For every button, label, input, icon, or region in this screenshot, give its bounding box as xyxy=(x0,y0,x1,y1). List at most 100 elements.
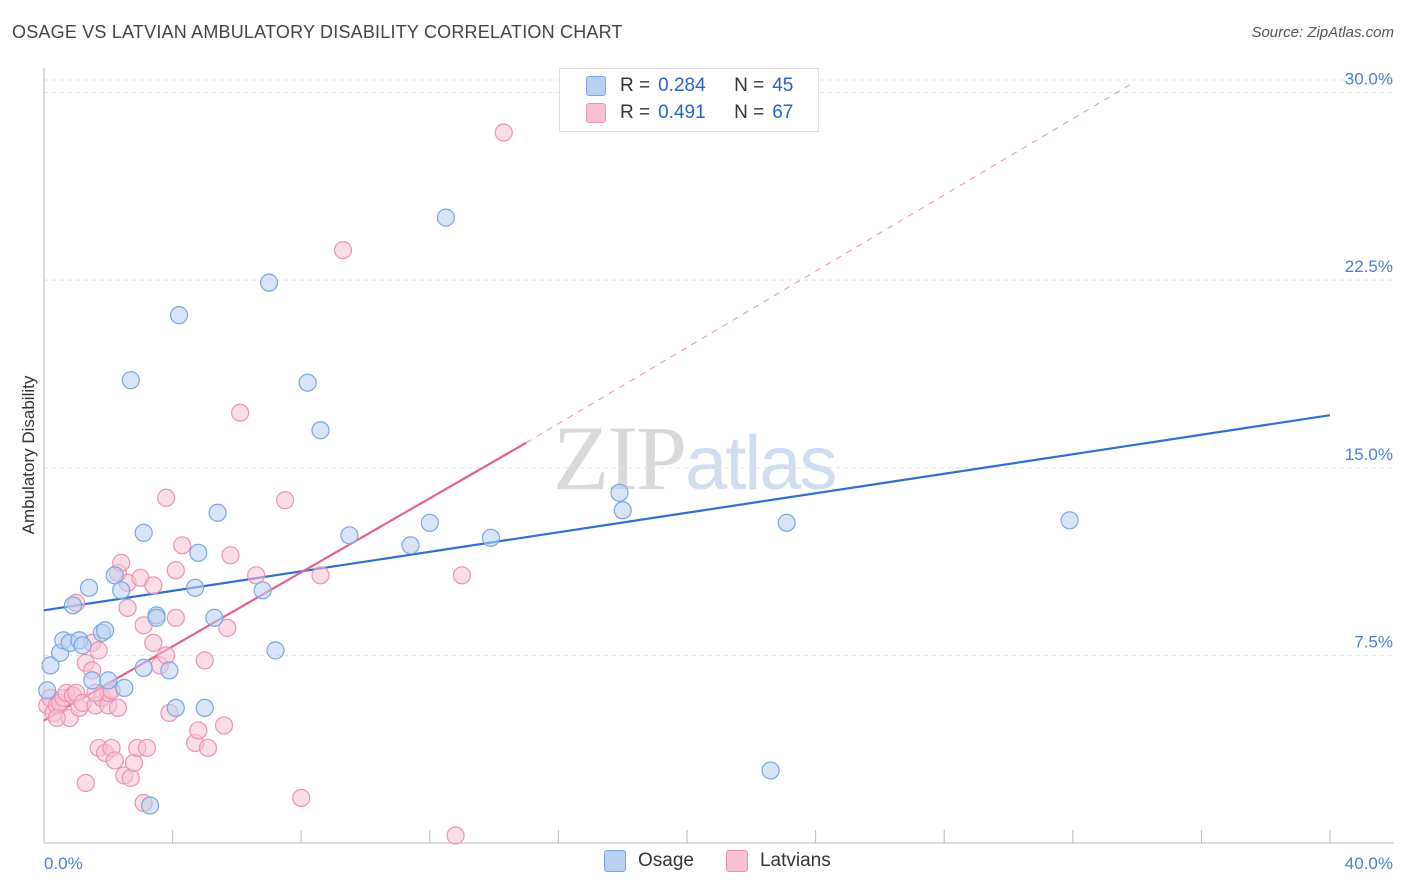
latvian-point xyxy=(166,561,185,580)
latvian-point xyxy=(276,491,295,510)
osage-point xyxy=(160,661,179,680)
latvian-point xyxy=(144,633,163,652)
latvian-point xyxy=(446,826,465,845)
latvian-point xyxy=(108,698,128,718)
latvian-trendline-extension xyxy=(525,82,1135,444)
osage-point xyxy=(253,581,272,600)
osage-point xyxy=(481,528,500,547)
osage-swatch xyxy=(586,76,606,96)
osage-point xyxy=(205,608,224,627)
osage-point xyxy=(41,656,60,675)
y-tick-label: 15.0% xyxy=(1345,445,1393,464)
x-tick-label: 0.0% xyxy=(44,854,83,873)
latvian-point xyxy=(118,598,137,617)
osage-point xyxy=(73,636,92,655)
osage-point xyxy=(777,513,796,532)
osage-point xyxy=(79,578,99,597)
y-axis-title: Ambulatory Disability xyxy=(19,375,38,534)
osage-legend-label: Osage xyxy=(638,850,694,871)
latvian-legend-label: Latvians xyxy=(759,850,831,871)
legend-item-osage: Osage xyxy=(604,850,694,872)
y-tick-label: 22.5% xyxy=(1345,257,1393,276)
osage-point xyxy=(195,698,214,718)
latvian-point xyxy=(214,716,234,735)
osage-trendline xyxy=(43,414,1331,612)
legend-row-latvians: R = 0.491 N = 67 xyxy=(586,102,793,124)
latvian-trendline xyxy=(43,441,527,722)
osage-point xyxy=(761,761,780,780)
latvian-point xyxy=(452,566,472,585)
trendlines xyxy=(43,82,1331,722)
latvian-point xyxy=(231,403,250,422)
osage-point xyxy=(401,536,420,555)
latvian-point xyxy=(105,751,124,770)
osage-point xyxy=(420,513,439,532)
watermark-atlas: atlas xyxy=(685,421,838,506)
osage-point xyxy=(610,483,629,502)
osage-point xyxy=(63,596,83,615)
y-tick-label: 30.0% xyxy=(1345,70,1393,89)
latvian-point xyxy=(292,788,311,808)
legend-item-latvians: Latvians xyxy=(725,850,831,872)
grid-lines xyxy=(44,79,1394,656)
latvian-point xyxy=(137,738,156,758)
latvian-point xyxy=(189,721,208,740)
legend-row-osage: R = 0.284 N = 45 xyxy=(586,75,793,97)
osage-point xyxy=(38,681,57,700)
osage-r-label: R = xyxy=(620,75,651,96)
x-tick-label: 40.0% xyxy=(1345,854,1393,873)
osage-legend-swatch xyxy=(604,850,626,872)
osage-point xyxy=(298,373,317,392)
latvian-swatch xyxy=(586,103,606,123)
chart-title: OSAGE VS LATVIAN AMBULATORY DISABILITY C… xyxy=(12,22,623,42)
latvian-point xyxy=(89,641,108,660)
osage-point xyxy=(189,543,208,562)
osage-point xyxy=(95,621,115,640)
latvian-point xyxy=(247,566,266,585)
osage-point xyxy=(266,641,285,660)
osage-point xyxy=(1060,511,1079,530)
latvian-n-value: 67 xyxy=(772,102,794,123)
osage-point xyxy=(340,526,359,545)
osage-point xyxy=(166,698,185,718)
osage-point xyxy=(259,273,279,292)
osage-point xyxy=(105,566,124,585)
latvian-point xyxy=(218,618,237,637)
osage-point xyxy=(99,671,118,690)
latvian-point xyxy=(195,651,214,670)
latvian-point xyxy=(198,738,218,758)
osage-point xyxy=(436,208,455,227)
y-tick-label: 7.5% xyxy=(1354,632,1393,651)
latvian-point xyxy=(47,708,66,728)
osage-point xyxy=(169,306,189,325)
latvian-r-value: 0.491 xyxy=(658,102,706,123)
osage-point xyxy=(208,503,227,522)
latvian-point xyxy=(124,753,144,773)
latvian-point xyxy=(311,566,330,585)
latvian-legend-swatch xyxy=(725,850,748,872)
axis-labels: 7.5% 15.0% 22.5% 30.0% 0.0% 40.0% Ambulatory D… xyxy=(19,70,1393,873)
latvian-point xyxy=(173,536,192,555)
osage-point xyxy=(186,578,205,597)
latvian-point xyxy=(221,546,240,565)
osage-n-label: N = xyxy=(734,75,765,96)
osage-point xyxy=(115,678,134,697)
osage-point xyxy=(112,581,131,600)
latvian-point xyxy=(333,241,353,260)
latvian-n-label: N = xyxy=(734,102,765,123)
osage-point xyxy=(83,671,102,690)
series-legend: Osage Latvians xyxy=(604,850,863,872)
osage-point xyxy=(147,608,166,627)
osage-point xyxy=(134,523,153,542)
latvian-r-label: R = xyxy=(620,102,651,123)
data-points xyxy=(38,123,1079,845)
source-credit: Source: ZipAtlas.com xyxy=(1251,24,1394,41)
latvian-point xyxy=(166,608,185,627)
osage-point xyxy=(613,501,632,520)
osage-r-value: 0.284 xyxy=(658,75,706,96)
stats-legend: R = 0.284 N = 45 R = 0.491 N = 67 xyxy=(559,68,819,132)
latvian-point xyxy=(157,488,176,507)
latvian-point xyxy=(121,768,140,788)
osage-point xyxy=(121,371,140,390)
